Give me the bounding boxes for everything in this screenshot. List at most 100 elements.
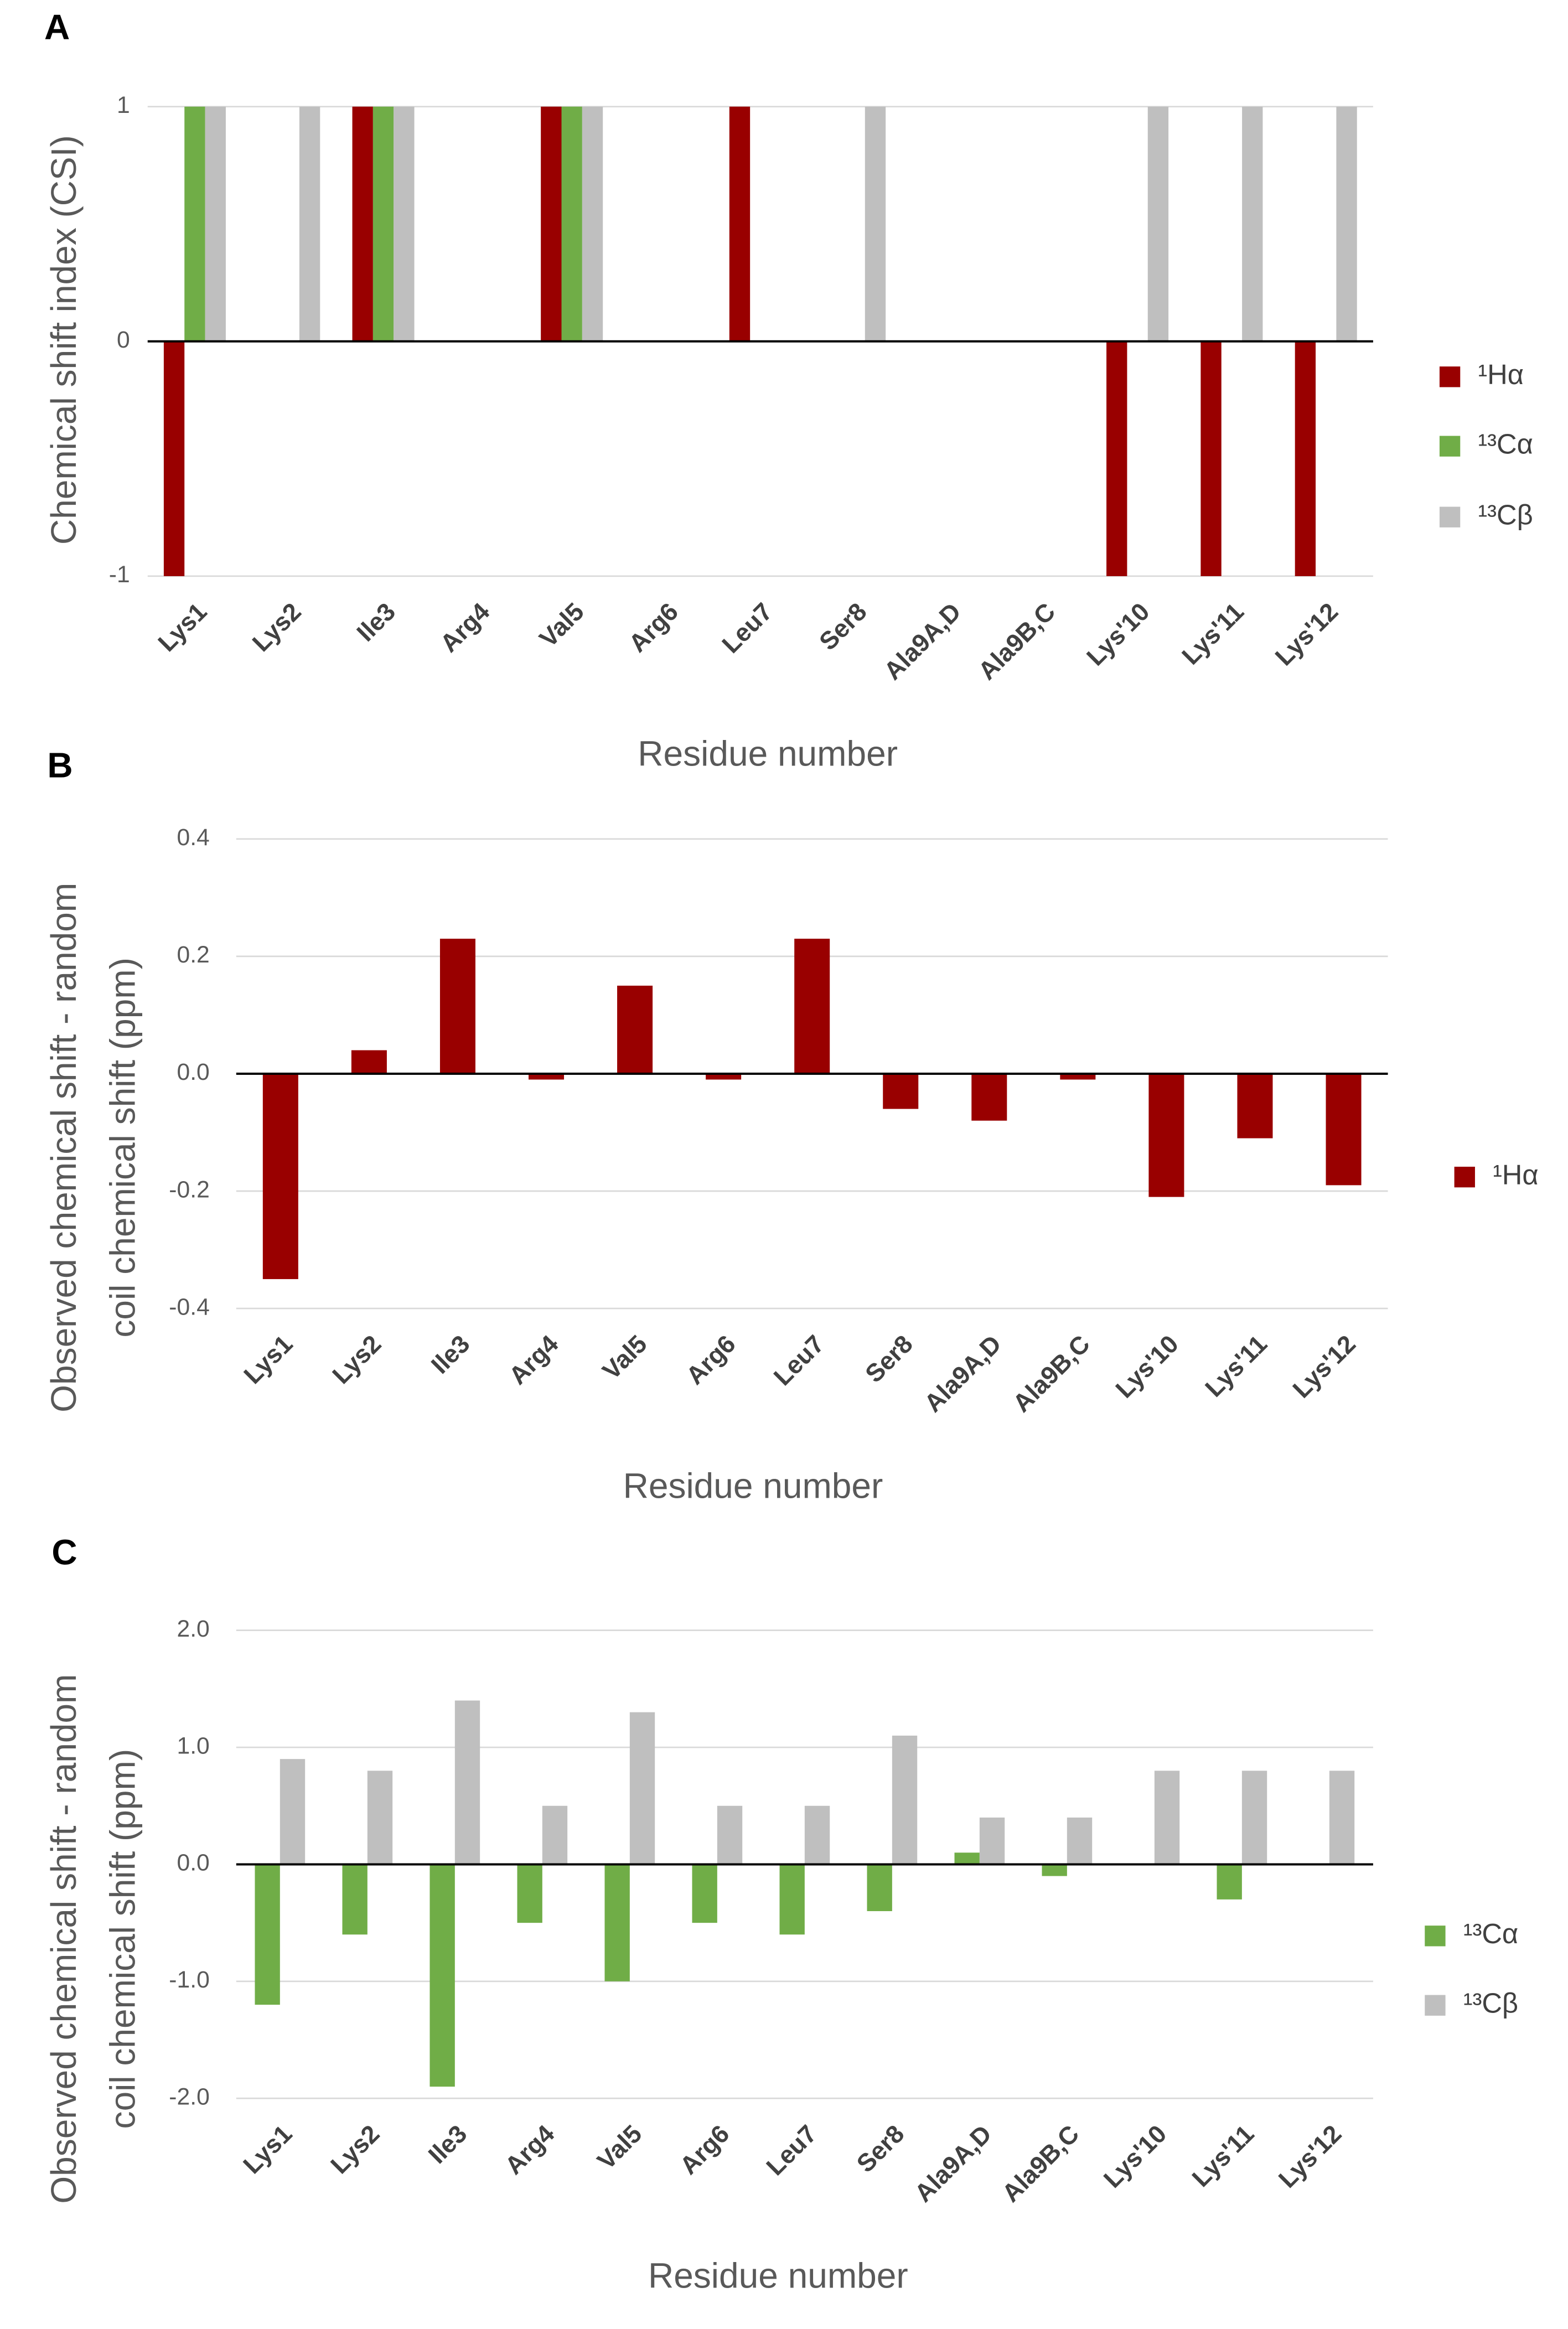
bar xyxy=(163,341,185,576)
bar xyxy=(1241,1771,1267,1865)
y-axis-label: Observed chemical shift - random xyxy=(44,883,84,1412)
x-tick-label: Arg6 xyxy=(623,597,684,658)
x-tick-label: Ile3 xyxy=(426,1329,475,1379)
x-tick-label: Arg6 xyxy=(681,1329,741,1390)
x-tick-label: Ile3 xyxy=(351,597,401,647)
x-axis-label: Residue number xyxy=(638,733,898,773)
bar xyxy=(1154,1771,1180,1865)
x-tick-label: Leu7 xyxy=(768,1329,830,1391)
x-tick-label: Ala9A,D xyxy=(909,2119,997,2207)
bar xyxy=(779,1864,805,1935)
bar xyxy=(1329,1771,1355,1865)
bar xyxy=(604,1864,630,1981)
bar xyxy=(629,1712,655,1865)
legend-label: ¹³Cβ xyxy=(1463,1988,1519,2019)
y-tick-label: -0.2 xyxy=(169,1176,210,1203)
panel-label: A xyxy=(44,7,70,47)
x-tick-label: Arg6 xyxy=(674,2119,734,2180)
legend-swatch xyxy=(1439,506,1461,527)
x-tick-label: Arg4 xyxy=(434,597,495,658)
bar xyxy=(1242,106,1263,341)
bar xyxy=(280,1759,306,1865)
x-tick-label: Arg4 xyxy=(503,1329,563,1390)
legend-swatch xyxy=(1454,1167,1475,1188)
bar xyxy=(255,1864,280,2005)
y-tick-label: -0.4 xyxy=(169,1293,210,1320)
x-tick-label: Ala9B,C xyxy=(996,2119,1084,2207)
x-tick-label: Lys'12 xyxy=(1287,1329,1361,1403)
x-tick-label: Ser8 xyxy=(851,2119,910,2178)
bar xyxy=(541,106,562,341)
y-tick-label: -1.0 xyxy=(169,1966,210,1993)
bar xyxy=(1042,1864,1067,1876)
x-tick-label: Lys'11 xyxy=(1176,597,1249,670)
bar xyxy=(979,1817,1005,1865)
x-tick-label: Ser8 xyxy=(814,597,872,656)
legend-label: ¹³Cβ xyxy=(1478,499,1533,531)
bar xyxy=(205,106,226,341)
bar xyxy=(1237,1073,1273,1138)
legend-label: ¹³Cα xyxy=(1478,428,1533,460)
x-tick-label: Val5 xyxy=(534,597,589,653)
x-tick-label: Leu7 xyxy=(716,597,778,659)
bar xyxy=(867,1864,892,1912)
bar xyxy=(184,106,205,341)
bar xyxy=(617,985,653,1074)
y-axis-label: Chemical shift index (CSI) xyxy=(44,135,84,545)
x-tick-label: Ala9A,D xyxy=(878,597,966,685)
y-tick-label: 0.4 xyxy=(177,824,209,851)
x-tick-label: Lys'11 xyxy=(1199,1329,1272,1402)
x-tick-label: Ser8 xyxy=(860,1329,918,1388)
x-tick-label: Ile3 xyxy=(423,2119,473,2169)
bar xyxy=(342,1864,368,1935)
bar xyxy=(892,1735,918,1865)
legend-swatch xyxy=(1439,366,1461,387)
bar xyxy=(1067,1817,1093,1865)
x-tick-label: Lys'10 xyxy=(1081,597,1155,671)
y-axis-label: coil chemical shift (ppm) xyxy=(103,1749,143,2129)
x-tick-label: Lys2 xyxy=(247,597,307,657)
legend-label: ¹Hα xyxy=(1493,1159,1539,1191)
y-tick-label: 0.0 xyxy=(177,1059,209,1085)
bar xyxy=(517,1864,542,1923)
y-tick-label: -1 xyxy=(109,561,130,588)
bar xyxy=(692,1864,717,1923)
y-axis-label: Observed chemical shift - random xyxy=(44,1674,84,2204)
y-axis-label: coil chemical shift (ppm) xyxy=(103,958,143,1338)
legend-label: ¹³Cα xyxy=(1463,1918,1519,1949)
bar xyxy=(429,1864,455,2087)
bar xyxy=(954,1852,980,1865)
x-tick-label: Lys2 xyxy=(327,1329,387,1389)
bar xyxy=(542,1805,568,1865)
bar xyxy=(367,1771,393,1865)
x-tick-label: Ala9B,C xyxy=(1007,1329,1095,1417)
bar xyxy=(1217,1864,1242,1900)
bar xyxy=(1326,1073,1362,1186)
x-tick-label: Ala9B,C xyxy=(972,597,1060,685)
bar xyxy=(883,1073,919,1109)
x-tick-label: Lys1 xyxy=(153,597,213,657)
x-tick-label: Ala9A,D xyxy=(919,1329,1007,1417)
bar xyxy=(372,106,394,341)
bar xyxy=(352,106,373,341)
bar xyxy=(351,1050,387,1074)
bar xyxy=(1060,1073,1096,1080)
bar xyxy=(1106,341,1127,576)
x-tick-label: Lys2 xyxy=(325,2119,385,2179)
bar xyxy=(1200,341,1222,576)
bar xyxy=(1147,106,1169,341)
bar xyxy=(729,106,751,341)
y-tick-label: 1.0 xyxy=(177,1732,209,1759)
bar xyxy=(454,1700,480,1865)
bar xyxy=(439,939,475,1074)
x-tick-label: Lys1 xyxy=(237,2119,297,2179)
bar xyxy=(1295,341,1316,576)
bar xyxy=(865,106,886,341)
x-tick-label: Lys'12 xyxy=(1270,597,1343,671)
legend-swatch xyxy=(1425,1995,1446,2016)
x-tick-label: Arg4 xyxy=(499,2119,560,2180)
legend-swatch xyxy=(1425,1926,1446,1947)
y-tick-label: 2.0 xyxy=(177,1616,209,1642)
